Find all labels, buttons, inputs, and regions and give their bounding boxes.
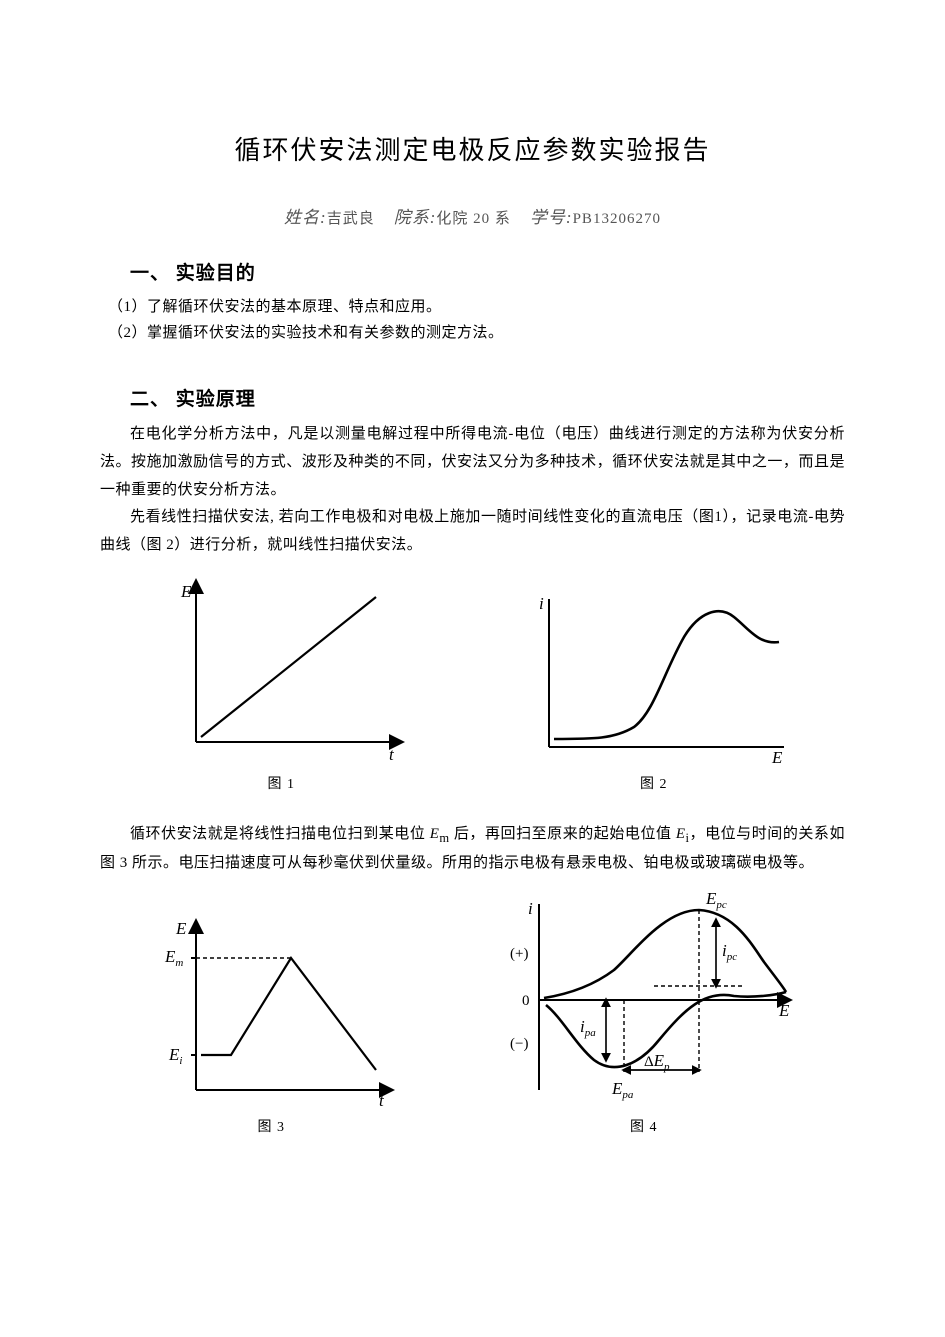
fig4-ylabel: i (528, 899, 533, 918)
fig4-xlabel: E (778, 1001, 790, 1020)
svg-text:ipc: ipc (722, 941, 737, 963)
section-2-head: 二、 实验原理 (130, 384, 845, 411)
item-1-2: （2）掌握循环伏安法的实验技术和有关参数的测定方法。 (108, 321, 845, 347)
svg-text:ΔEp: ΔEp (644, 1051, 670, 1073)
figure-2-caption: 图 2 (640, 773, 668, 793)
item-1-1: （1）了解循环伏安法的基本原理、特点和应用。 (108, 295, 845, 321)
fig3-em-sub: m (176, 957, 184, 969)
fig1-xlabel: t (389, 745, 395, 764)
p3-em-sub: m (439, 831, 449, 845)
svg-text:Epc: Epc (705, 890, 727, 911)
figure-3-caption: 图 3 (258, 1116, 286, 1136)
fig3-xlabel: t (379, 1091, 385, 1110)
fig4-epc: E (705, 890, 717, 908)
figure-row-2: E t Em Ei 图 3 (100, 890, 845, 1136)
page-title: 循环伏安法测定电极反应参数实验报告 (100, 130, 845, 167)
figure-2: i E 图 2 (514, 587, 794, 793)
fig3-ylabel: E (175, 919, 187, 938)
fig4-ipc-sub: pc (725, 951, 737, 963)
fig2-ylabel: i (539, 594, 544, 613)
fig4-plus: (+) (510, 946, 528, 962)
fig4-minus: (−) (510, 1036, 528, 1052)
figure-4: i E 0 (+) (−) Epc Epa ipc ipa ΔEp 图 4 (484, 890, 804, 1136)
svg-text:Epa: Epa (611, 1079, 634, 1101)
fig4-dep-pre: Δ (644, 1054, 654, 1070)
fig4-dep-sub: p (663, 1061, 670, 1073)
fig3-em: E (164, 947, 176, 966)
svg-text:Ei: Ei (168, 1045, 182, 1067)
para-2-2: 先看线性扫描伏安法, 若向工作电极和对电极上施加一随时间线性变化的直流电压（图1… (100, 504, 845, 560)
dept-label: 院系: (394, 208, 437, 227)
fig4-ipa-sub: pa (583, 1027, 596, 1039)
fig3-ei-sub: i (180, 1055, 183, 1067)
figure-1-caption: 图 1 (268, 773, 296, 793)
svg-text:ipa: ipa (580, 1017, 596, 1039)
figure-3-svg: E t Em Ei (141, 910, 401, 1110)
figure-4-svg: i E 0 (+) (−) Epc Epa ipc ipa ΔEp (484, 890, 804, 1110)
fig4-epc-sub: pc (715, 899, 727, 911)
id-label: 学号: (530, 208, 573, 227)
p3-ei: E (676, 826, 686, 842)
figure-1-svg: E t (151, 572, 411, 767)
figure-row-1: E t 图 1 i E 图 2 (100, 572, 845, 793)
figure-3: E t Em Ei 图 3 (141, 910, 401, 1136)
p3-b: 后，再回扫至原来的起始电位值 (450, 826, 676, 842)
p3-a: 循环伏安法就是将线性扫描电位扫到某电位 (130, 826, 430, 842)
fig1-ylabel: E (180, 582, 192, 601)
dept-value: 化院 20 系 (436, 211, 511, 227)
fig4-epa-sub: pa (621, 1089, 634, 1101)
fig4-zero: 0 (522, 993, 530, 1009)
fig4-dep: E (652, 1051, 664, 1070)
figure-4-caption: 图 4 (630, 1116, 658, 1136)
name-value: 吉武良 (327, 211, 375, 227)
p3-em: E (430, 826, 440, 842)
author-meta: 姓名:吉武良 院系:化院 20 系 学号:PB13206270 (100, 203, 845, 228)
para-2-3: 循环伏安法就是将线性扫描电位扫到某电位 Em 后，再回扫至原来的起始电位值 Ei… (100, 821, 845, 878)
figure-2-svg: i E (514, 587, 794, 767)
fig3-ei: E (168, 1045, 180, 1064)
para-2-1: 在电化学分析方法中，凡是以测量电解过程中所得电流-电位（电压）曲线进行测定的方法… (100, 421, 845, 504)
fig4-epa: E (611, 1079, 623, 1098)
figure-1: E t 图 1 (151, 572, 411, 793)
section-1-head: 一、 实验目的 (130, 258, 845, 285)
id-value: PB13206270 (573, 211, 661, 227)
name-label: 姓名: (284, 208, 327, 227)
fig2-xlabel: E (771, 748, 783, 767)
svg-text:Em: Em (164, 947, 183, 969)
